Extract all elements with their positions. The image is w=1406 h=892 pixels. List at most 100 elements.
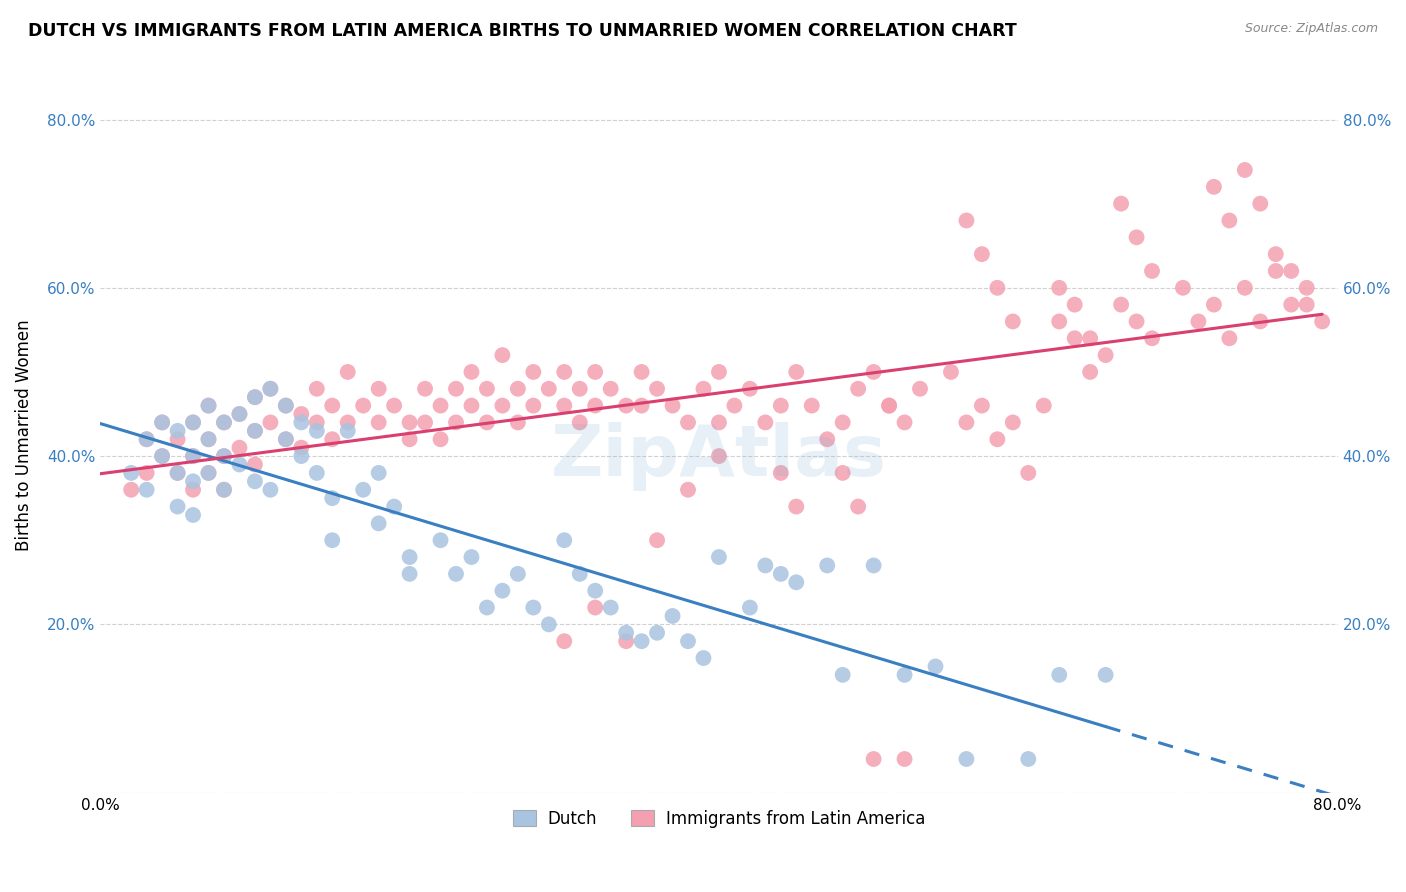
Point	[259, 382, 281, 396]
Point	[181, 475, 204, 489]
Point	[955, 213, 977, 227]
Point	[305, 424, 328, 438]
Point	[166, 466, 188, 480]
Point	[692, 651, 714, 665]
Point	[1218, 331, 1240, 345]
Point	[1078, 365, 1101, 379]
Point	[1202, 179, 1225, 194]
Point	[150, 449, 173, 463]
Point	[228, 407, 250, 421]
Point	[274, 399, 297, 413]
Point	[212, 483, 235, 497]
Point	[1047, 314, 1070, 328]
Point	[197, 466, 219, 480]
Point	[1249, 314, 1271, 328]
Point	[506, 382, 529, 396]
Point	[212, 416, 235, 430]
Point	[305, 382, 328, 396]
Point	[1017, 752, 1039, 766]
Point	[630, 634, 652, 648]
Point	[475, 416, 498, 430]
Point	[924, 659, 946, 673]
Point	[212, 483, 235, 497]
Point	[645, 625, 668, 640]
Point	[815, 558, 838, 573]
Point	[568, 416, 591, 430]
Point	[274, 432, 297, 446]
Point	[769, 466, 792, 480]
Point	[166, 432, 188, 446]
Point	[1094, 348, 1116, 362]
Point	[692, 382, 714, 396]
Point	[614, 634, 637, 648]
Point	[336, 424, 359, 438]
Point	[645, 533, 668, 548]
Point	[259, 416, 281, 430]
Point	[352, 483, 374, 497]
Point	[1218, 213, 1240, 227]
Point	[181, 449, 204, 463]
Point	[800, 399, 823, 413]
Point	[166, 500, 188, 514]
Point	[862, 365, 884, 379]
Point	[986, 281, 1008, 295]
Point	[1109, 196, 1132, 211]
Point	[413, 416, 436, 430]
Point	[1310, 314, 1333, 328]
Point	[120, 466, 142, 480]
Point	[1125, 230, 1147, 244]
Point	[1063, 298, 1085, 312]
Point	[939, 365, 962, 379]
Point	[444, 382, 467, 396]
Point	[135, 466, 157, 480]
Point	[537, 617, 560, 632]
Point	[707, 449, 730, 463]
Point	[614, 625, 637, 640]
Point	[862, 558, 884, 573]
Point	[197, 399, 219, 413]
Point	[893, 752, 915, 766]
Point	[583, 600, 606, 615]
Point	[1171, 281, 1194, 295]
Point	[1109, 298, 1132, 312]
Point	[630, 399, 652, 413]
Point	[676, 416, 699, 430]
Point	[583, 365, 606, 379]
Point	[785, 500, 807, 514]
Point	[491, 399, 513, 413]
Point	[553, 533, 575, 548]
Legend: Dutch, Immigrants from Latin America: Dutch, Immigrants from Latin America	[506, 803, 932, 834]
Point	[1001, 416, 1024, 430]
Point	[893, 668, 915, 682]
Point	[382, 500, 405, 514]
Point	[243, 475, 266, 489]
Point	[645, 382, 668, 396]
Point	[1140, 264, 1163, 278]
Point	[877, 399, 900, 413]
Point	[398, 416, 420, 430]
Point	[181, 483, 204, 497]
Point	[259, 382, 281, 396]
Point	[460, 365, 482, 379]
Point	[290, 407, 312, 421]
Point	[259, 483, 281, 497]
Point	[290, 449, 312, 463]
Point	[290, 416, 312, 430]
Point	[150, 416, 173, 430]
Point	[1295, 281, 1317, 295]
Point	[893, 416, 915, 430]
Point	[336, 365, 359, 379]
Point	[150, 416, 173, 430]
Point	[398, 550, 420, 565]
Point	[181, 449, 204, 463]
Point	[398, 566, 420, 581]
Point	[367, 416, 389, 430]
Point	[197, 466, 219, 480]
Point	[475, 600, 498, 615]
Point	[321, 533, 343, 548]
Point	[1202, 298, 1225, 312]
Point	[197, 432, 219, 446]
Point	[522, 399, 544, 413]
Point	[274, 399, 297, 413]
Point	[197, 399, 219, 413]
